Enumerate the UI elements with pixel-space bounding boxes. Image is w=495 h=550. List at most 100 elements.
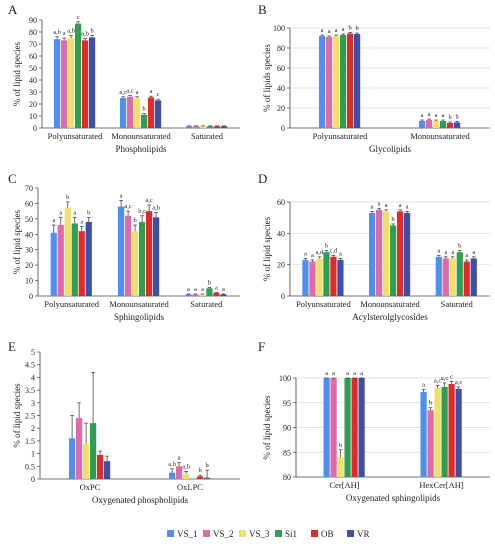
significance-letter: b — [455, 114, 458, 121]
bar — [200, 126, 207, 128]
significance-letter: a — [342, 26, 345, 33]
bar — [169, 472, 176, 479]
significance-letter: b,c — [138, 208, 146, 215]
y-tick-label: 50 — [29, 64, 37, 73]
bar — [441, 386, 448, 477]
bar — [383, 211, 390, 296]
y-tick-label: 10 — [25, 277, 33, 286]
significance-letter: a — [360, 370, 363, 377]
significance-letter: b — [448, 114, 451, 121]
significance-letter: b — [208, 280, 211, 287]
bar — [347, 33, 354, 128]
bar — [57, 225, 64, 296]
legend-label: Si1 — [285, 529, 297, 539]
significance-letter: b — [355, 25, 358, 32]
significance-letter: a — [472, 249, 475, 256]
bar — [440, 121, 447, 128]
bar — [470, 258, 477, 296]
bar — [330, 256, 337, 296]
bar — [316, 258, 323, 296]
bar — [323, 378, 330, 477]
significance-letter: a,c — [145, 197, 153, 204]
significance-letter: a — [451, 249, 454, 256]
significance-letter: a — [150, 88, 153, 95]
y-tick-label: 90 — [29, 16, 37, 25]
bar — [64, 208, 71, 296]
significance-letter: b — [348, 25, 351, 32]
y-tick-label: 20 — [277, 104, 285, 113]
bar — [120, 98, 127, 128]
legend-swatch — [239, 530, 246, 537]
bar — [85, 221, 92, 296]
significance-letter: a,b — [182, 463, 190, 470]
significance-letter: a — [136, 89, 139, 96]
y-axis-title: % of lipid species — [262, 216, 272, 281]
y-tick-label: 60 — [277, 198, 285, 207]
bar — [463, 261, 470, 296]
bar — [442, 258, 449, 296]
bar — [78, 231, 85, 296]
bar — [185, 294, 192, 296]
significance-letter: a — [304, 250, 307, 257]
bar — [97, 454, 104, 479]
significance-letter: b — [87, 209, 90, 216]
bar — [358, 378, 365, 477]
y-tick-label: 80 — [277, 44, 285, 53]
bar — [192, 294, 199, 296]
x-tick-label: OxPC — [80, 482, 101, 492]
y-tick-label: 5 — [31, 348, 35, 357]
y-tick-label: 0 — [33, 124, 37, 133]
bar — [134, 98, 141, 128]
bar — [204, 477, 211, 479]
legend-label: OB — [321, 529, 334, 539]
y-tick-label: 60 — [25, 199, 33, 208]
bar — [426, 120, 433, 128]
y-tick-label: 100 — [273, 24, 285, 33]
bar — [344, 378, 351, 477]
y-tick-label: 10 — [29, 112, 37, 121]
significance-letter: a — [187, 286, 190, 293]
bar — [127, 96, 134, 128]
y-tick-label: 0.5 — [25, 462, 35, 471]
x-axis-title: Acylsterolglycosides — [352, 312, 428, 322]
y-tick-label: 0 — [281, 124, 285, 133]
y-tick-label: 20 — [29, 100, 37, 109]
significance-letter: a,c — [441, 375, 449, 382]
x-tick-label: HexCer[AH] — [419, 480, 464, 490]
bar — [456, 252, 463, 296]
y-tick-label: 30 — [29, 88, 37, 97]
bar — [434, 387, 441, 477]
bar — [155, 100, 162, 128]
y-tick-label: 4.5 — [25, 361, 35, 370]
significance-letter: b — [391, 216, 394, 223]
y-tick-label: 40 — [29, 76, 37, 85]
bar — [376, 209, 383, 296]
bar — [454, 122, 461, 128]
significance-letter: a — [325, 370, 328, 377]
y-tick-label: 3 — [31, 399, 35, 408]
significance-letter: a — [222, 286, 225, 293]
significance-letter: b — [90, 28, 93, 35]
y-tick-label: 50 — [25, 215, 33, 224]
legend-swatch — [167, 530, 174, 537]
significance-letter: a,b — [53, 29, 61, 36]
bar — [404, 212, 411, 296]
significance-letter: a — [428, 111, 431, 118]
bar — [390, 225, 397, 296]
x-tick-label: Saturated — [190, 299, 223, 309]
bar — [337, 259, 344, 296]
bar — [214, 126, 221, 128]
y-tick-label: 70 — [25, 184, 33, 193]
significance-letter: b — [133, 217, 136, 224]
y-tick-label: 70 — [29, 40, 37, 49]
significance-letter: a,b — [168, 461, 176, 468]
significance-letter: a — [311, 252, 314, 259]
significance-letter: a — [63, 30, 66, 37]
significance-letter: a — [335, 27, 338, 34]
bar — [76, 418, 83, 479]
bar — [68, 38, 75, 128]
significance-letter: b — [458, 243, 461, 250]
